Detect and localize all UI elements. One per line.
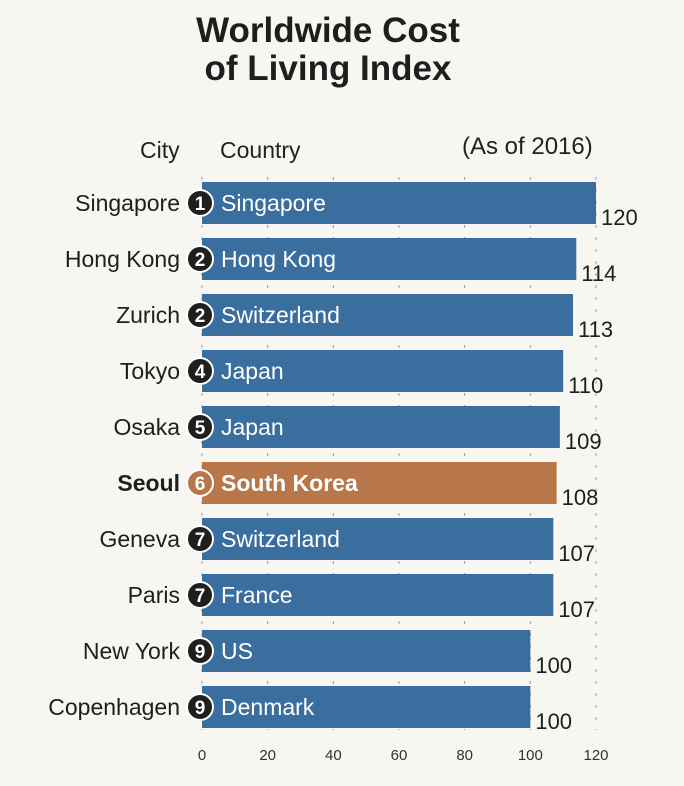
- bar: [202, 518, 554, 560]
- country-label: Switzerland: [221, 302, 340, 328]
- value-label: 110: [568, 373, 603, 398]
- rank-badge: [186, 525, 214, 553]
- rank-badge: [186, 693, 214, 721]
- country-label: Hong Kong: [221, 246, 336, 272]
- country-label: Japan: [221, 358, 284, 384]
- rank-badge: [186, 581, 214, 609]
- x-tick-label: 120: [583, 747, 608, 764]
- city-column-header: City: [140, 137, 180, 163]
- country-label: France: [221, 582, 293, 608]
- rank-badge: [186, 301, 214, 329]
- country-column-header: Country: [220, 137, 301, 163]
- rank-badge: [186, 245, 214, 273]
- city-label: Seoul: [117, 470, 180, 496]
- country-label: Switzerland: [221, 526, 340, 552]
- bar: [202, 294, 574, 336]
- rank-number: 5: [195, 418, 206, 439]
- rank-number: 4: [195, 362, 206, 383]
- rank-number: 7: [195, 530, 206, 551]
- value-label: 100: [535, 709, 572, 734]
- city-label: Hong Kong: [65, 246, 180, 272]
- bar: [202, 462, 557, 504]
- city-label: Osaka: [114, 414, 181, 440]
- city-label: Copenhagen: [48, 694, 180, 720]
- rank-badge: [186, 637, 214, 665]
- rank-number: 2: [195, 306, 206, 327]
- x-tick-label: 0: [198, 747, 206, 764]
- rank-badge: [186, 189, 214, 217]
- country-label: Japan: [221, 414, 284, 440]
- bar: [202, 406, 560, 448]
- value-label: 114: [581, 261, 616, 286]
- rank-badge: [186, 469, 214, 497]
- value-label: 107: [558, 597, 595, 622]
- value-label: 107: [558, 541, 595, 566]
- rank-number: 6: [195, 474, 206, 495]
- city-label: Zurich: [116, 302, 180, 328]
- value-label: 120: [601, 205, 638, 230]
- bar: [202, 238, 577, 280]
- country-label: US: [221, 638, 253, 664]
- x-tick-label: 100: [518, 747, 543, 764]
- value-label: 109: [565, 429, 602, 454]
- rank-number: 1: [195, 194, 206, 215]
- bar: [202, 182, 596, 224]
- country-label: Denmark: [221, 694, 315, 720]
- chart-title-line-1: Worldwide Cost: [196, 11, 460, 50]
- chart-title: Worldwide Cost of Living Index: [0, 12, 656, 88]
- x-tick-label: 60: [391, 747, 408, 764]
- city-label: New York: [83, 638, 181, 664]
- bar: [202, 686, 531, 728]
- chart-title-line-2: of Living Index: [204, 49, 452, 88]
- rank-badge: [186, 357, 214, 385]
- value-label: 108: [562, 485, 599, 510]
- bar: [202, 350, 564, 392]
- bar: [202, 630, 531, 672]
- rank-number: 2: [195, 250, 206, 271]
- country-label: South Korea: [221, 470, 358, 496]
- rank-number: 9: [195, 698, 206, 719]
- country-label: Singapore: [221, 190, 326, 216]
- city-label: Geneva: [99, 526, 180, 552]
- city-label: Tokyo: [120, 358, 180, 384]
- value-label: 113: [578, 317, 613, 342]
- x-tick-label: 20: [259, 747, 276, 764]
- bar: [202, 574, 554, 616]
- rank-number: 7: [195, 586, 206, 607]
- rank-number: 9: [195, 642, 206, 663]
- x-tick-label: 40: [325, 747, 342, 764]
- city-label: Singapore: [75, 190, 180, 216]
- rank-badge: [186, 413, 214, 441]
- x-tick-label: 80: [456, 747, 473, 764]
- date-note: (As of 2016): [462, 133, 593, 160]
- value-label: 100: [535, 653, 572, 678]
- city-label: Paris: [128, 582, 180, 608]
